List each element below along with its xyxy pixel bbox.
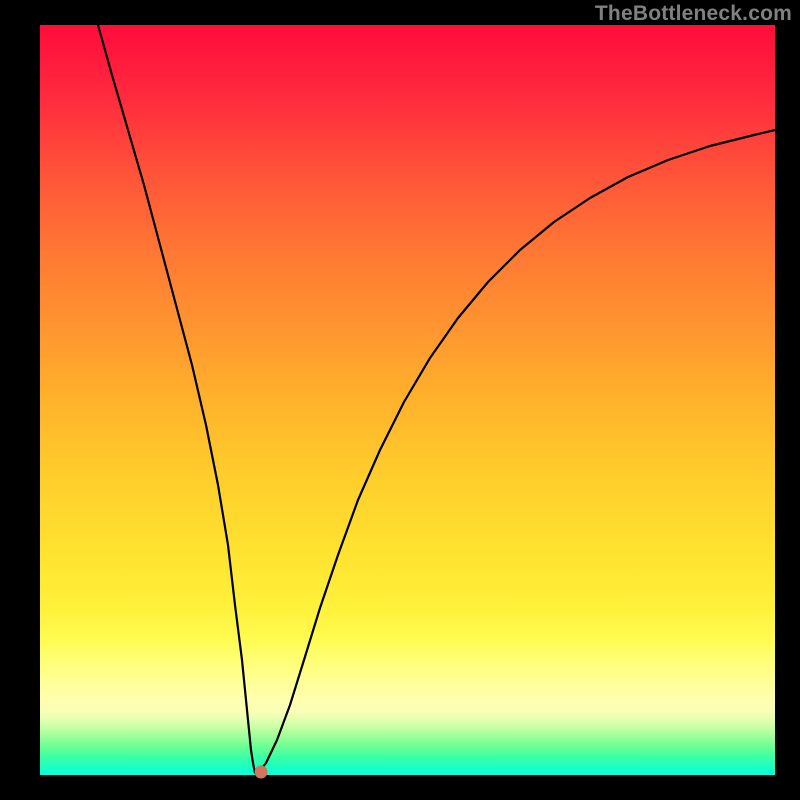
bottleneck-chart (0, 0, 800, 800)
chart-container: TheBottleneck.com (0, 0, 800, 800)
plot-background (40, 25, 775, 775)
optimum-marker (255, 766, 268, 779)
watermark-text: TheBottleneck.com (595, 2, 792, 26)
